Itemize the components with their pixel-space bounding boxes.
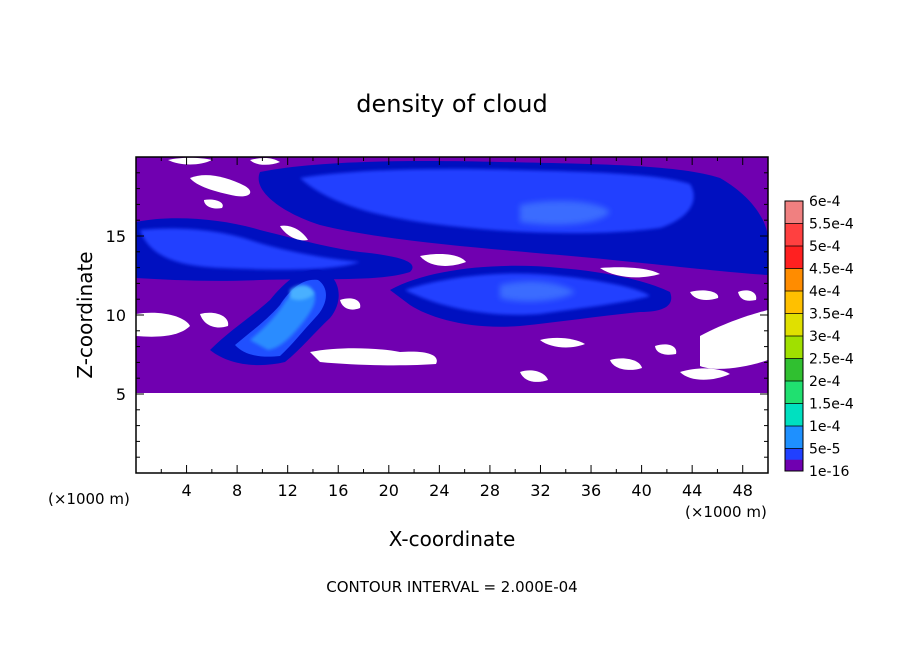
colorbar-swatch [785, 336, 803, 359]
colorbar-swatch [785, 201, 803, 224]
x-tick-label: 28 [480, 481, 500, 500]
x-tick-label: 16 [328, 481, 348, 500]
colorbar-swatch [785, 291, 803, 314]
y-axis: 5 10 15 [106, 172, 768, 458]
y-tick-label: 15 [106, 227, 126, 246]
left-cloud-band-mid [140, 228, 360, 270]
colorbar-swatch [785, 246, 803, 269]
colorbar-label: 6e-4 [809, 194, 841, 210]
colorbar-label: 2.5e-4 [809, 352, 854, 368]
colorbar-swatch [785, 313, 803, 337]
colorbar-label: 5.5e-4 [809, 217, 854, 233]
x-tick-label: 36 [581, 481, 601, 500]
x-tick-label: 4 [181, 481, 191, 500]
x-tick-label: 12 [278, 481, 298, 500]
colorbar-swatch [785, 223, 803, 247]
x-tick-label: 32 [530, 481, 550, 500]
colorbar-label: 2e-4 [809, 374, 841, 390]
x-tick-label: 24 [429, 481, 449, 500]
plume-core [290, 285, 314, 301]
colorbar-label: 1e-16 [809, 464, 849, 480]
x-axis-label: X-coordinate [389, 527, 516, 551]
x-tick-label: 48 [733, 481, 753, 500]
y-tick-label: 5 [116, 385, 126, 404]
colorbar-swatch [785, 426, 803, 449]
central-cloud-band-inner [500, 281, 575, 302]
colorbar-swatch-bottom [785, 459, 803, 471]
y-axis-label: Z-coordinate [73, 251, 97, 378]
colorbar-label: 4.5e-4 [809, 262, 854, 278]
colorbar-label: 4e-4 [809, 284, 841, 300]
x-tick-label: 44 [682, 481, 702, 500]
colorbar-label: 1e-4 [809, 419, 841, 435]
colorbar-label: 1.5e-4 [809, 397, 854, 413]
colorbar-swatch [785, 358, 803, 382]
colorbar-swatch [785, 268, 803, 292]
colorbar-label: 3e-4 [809, 329, 841, 345]
chart-title: density of cloud [356, 90, 547, 118]
heatmap-field [136, 157, 768, 473]
clear-sky-gaps [136, 157, 768, 382]
upper-cloud-band-inner [520, 200, 610, 225]
x-tick-label: 8 [232, 481, 242, 500]
x-tick-label: 40 [631, 481, 651, 500]
x-unit-left: (×1000 m) [48, 490, 130, 508]
y-tick-label: 10 [106, 306, 126, 325]
x-tick-label: 20 [379, 481, 399, 500]
x-unit-right: (×1000 m) [685, 503, 767, 521]
colorbar-label: 3.5e-4 [809, 307, 854, 323]
x-axis: 4 8 12 16 20 24 28 32 36 40 44 48 [160, 157, 753, 500]
colorbar: 6e-4 5.5e-4 5e-4 4.5e-4 4e-4 3.5e-4 3e-4 2.5e-4… [784, 194, 854, 480]
colorbar-swatch [785, 403, 803, 427]
colorbar-swatch [785, 381, 803, 404]
contour-interval-label: CONTOUR INTERVAL = 2.000E-04 [326, 578, 577, 596]
convective-plume-inner [250, 289, 316, 350]
colorbar-label: 5e-4 [809, 239, 841, 255]
colorbar-label: 5e-5 [809, 442, 840, 458]
